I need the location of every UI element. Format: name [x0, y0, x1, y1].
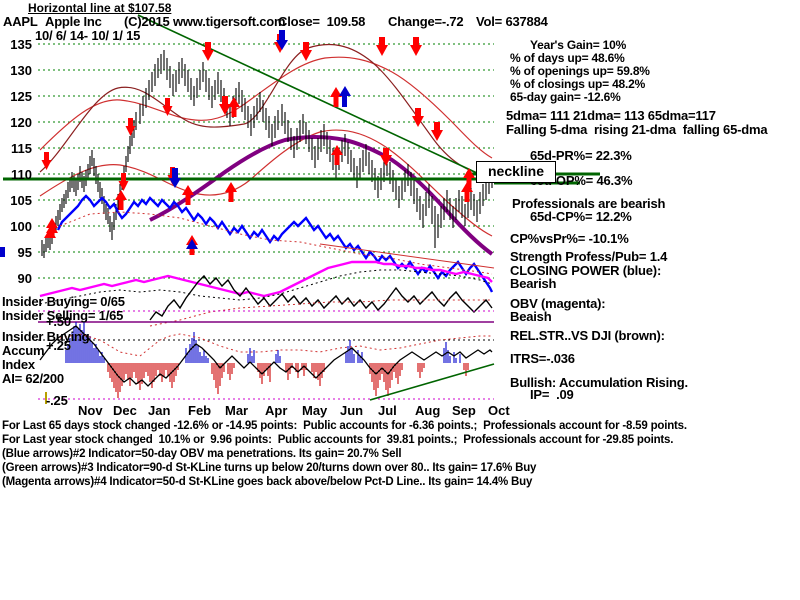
obv-value: Beaish — [510, 309, 552, 324]
copyright-notice: (C)2015 www.tigersoft.com — [124, 14, 286, 29]
sell-arrows — [41, 34, 443, 191]
upper-band — [39, 56, 493, 159]
x-axis-label-may: May — [302, 403, 328, 418]
relstr-line — [149, 274, 493, 321]
y-axis-label-100: 100 — [10, 219, 32, 234]
y-axis-label-125: 125 — [10, 89, 32, 104]
y-axis-label-110: 110 — [11, 167, 32, 182]
footer-line-4: (Green arrows)#3 Indicator=90-d St-KLine… — [2, 462, 537, 474]
price-gridlines — [38, 43, 494, 279]
ip-value: IP= .09 — [530, 387, 574, 402]
company-name: Apple Inc — [45, 14, 102, 29]
x-axis-label-nov: Nov — [78, 403, 103, 418]
mid-band-brown — [39, 43, 493, 175]
y-axis-label-105: 105 — [10, 193, 32, 208]
footer-line-2: For Last year stock changed 10.1% or 9.9… — [2, 434, 674, 446]
x-axis-label-jun: Jun — [340, 403, 364, 418]
x-axis-label-feb: Feb — [188, 403, 212, 418]
accum-panel-title-3: Index — [2, 357, 35, 372]
obv-title: OBV (magenta): — [510, 296, 606, 311]
accum-scale-minus25: -.25 — [46, 393, 68, 408]
accum-dotted-red — [59, 333, 492, 357]
dma-values: 5dma= 111 21dma= 113 65dma=117 — [506, 108, 716, 123]
blue-arrows — [0, 30, 351, 257]
pct-closings-up: % of closings up= 48.2% — [510, 77, 646, 91]
pr65: 65d-PR%= 22.3% — [530, 148, 632, 163]
x-axis-label-oct: Oct — [488, 403, 510, 418]
insider-selling-count: Insider Selling= 1/65 — [2, 308, 124, 323]
insider-buying-count: Insider Buying= 0/65 — [2, 294, 125, 309]
y-axis-label-130: 130 — [10, 63, 32, 78]
strength-ratio: Strength Profess/Pub= 1.4 — [510, 249, 668, 264]
pct-days-up: % of days up= 48.6% — [510, 51, 625, 65]
y-axis-label-135: 135 — [10, 37, 32, 52]
obv-line — [39, 260, 493, 298]
footer-line-5: (Magenta arrows)#4 Indicator=50-d St-KLi… — [2, 476, 533, 488]
ticker-symbol: AAPL — [3, 14, 38, 29]
closing-power-title: CLOSING POWER (blue): — [510, 263, 662, 278]
bullish-note: Bullish: Accumulation Rising. — [510, 375, 688, 390]
footer-line-1: For Last 65 days stock changed -12.6% or… — [2, 420, 687, 432]
volume: Vol= 637884 — [476, 14, 548, 29]
downtrend-line — [137, 14, 493, 181]
accum-gridlines — [38, 310, 494, 400]
pct-openings-up: % of openings up= 59.8% — [510, 64, 650, 78]
horizontal-line-label: Horizontal line at $107.58 — [28, 1, 172, 15]
x-axis-label-sep: Sep — [452, 403, 476, 418]
accum-bars-up — [65, 322, 461, 363]
x-axis-label-jan: Jan — [148, 403, 171, 418]
accum-scale-plus50: +.50 — [46, 314, 71, 329]
years-gain: Year's Gain= 10% — [530, 38, 627, 52]
accum-index-value: AI= 62/200 — [2, 371, 64, 386]
professionals-bearish: Professionals are bearish — [512, 196, 666, 211]
cp-vs-pr: CP%vsPr%= -10.1% — [510, 231, 629, 246]
closing-power-value: Bearish — [510, 276, 557, 291]
buy-arrows-red — [44, 87, 475, 255]
x-axis-label-mar: Mar — [225, 403, 249, 418]
itrs-value: ITRS=-.036 — [510, 351, 575, 366]
y-axis-label-120: 120 — [10, 115, 32, 130]
accum-scale-plus25: +.25 — [46, 338, 71, 353]
neckline-label: neckline — [476, 161, 556, 183]
day65-gain: 65-day gain= -12.6% — [510, 90, 621, 104]
dma-trend: Falling 5-dma rising 21-dma falling 65-d… — [506, 122, 768, 137]
y-axis-label-95: 95 — [17, 245, 32, 260]
accum-panel-title-2: Accum — [2, 343, 45, 358]
x-axis-label-dec: Dec — [113, 403, 137, 418]
cp-dotted-red — [59, 211, 493, 275]
cp-trendline — [319, 243, 495, 269]
cp65: 65d-CP%= 12.2% — [530, 209, 632, 224]
price-bars — [41, 50, 493, 258]
x-axis-label-aug: Aug — [415, 403, 441, 418]
accum-index-line — [39, 325, 493, 387]
footer-line-3: (Blue arrows)#2 Indicator=50-day OBV ma … — [2, 448, 402, 460]
accum-uptrend-line — [369, 363, 495, 401]
x-axis-label-apr: Apr — [265, 403, 288, 418]
y-axis-label-90: 90 — [17, 271, 32, 286]
y-axis-label-115: 115 — [11, 141, 32, 156]
x-axis-label-jul: Jul — [378, 403, 397, 418]
date-range: 10/ 6/ 14- 10/ 1/ 15 — [35, 28, 141, 43]
price-change: Change=-.72 — [388, 14, 464, 29]
accum-bars-down — [107, 363, 469, 398]
relstr-dotted — [149, 299, 492, 327]
relstr-title: REL.STR..VS DJI (brown): — [510, 328, 665, 343]
close-price: Close= 109.58 — [278, 14, 366, 29]
accum-panel-title-1: Insider Buying — [2, 329, 90, 344]
lower-band — [39, 129, 493, 237]
